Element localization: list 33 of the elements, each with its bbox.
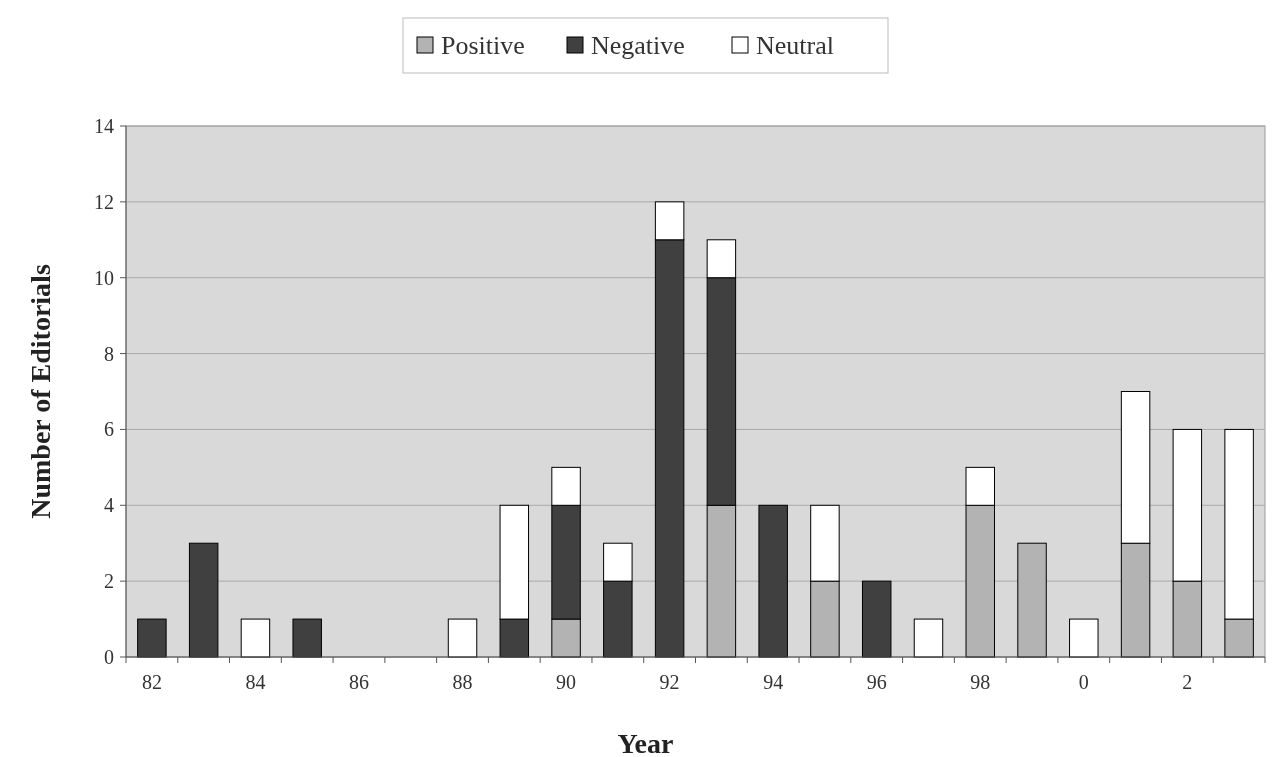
bar (292, 618, 322, 658)
y-tick-label: 4 (104, 494, 114, 517)
x-tick-label: 0 (1078, 671, 1089, 693)
y-tick-label: 12 (94, 190, 114, 213)
legend-label: Neutral (756, 31, 834, 61)
x-tick-label: 86 (348, 671, 369, 693)
bar (913, 618, 944, 658)
bar (240, 618, 271, 658)
legend-label: Positive (441, 31, 525, 61)
bar (447, 618, 478, 658)
x-tick-label: 96 (866, 671, 887, 693)
x-tick-label: 88 (452, 671, 473, 693)
x-tick-label: 82 (141, 671, 162, 693)
bar (861, 580, 892, 658)
bar (1069, 618, 1099, 658)
x-tick-label: 84 (245, 671, 266, 693)
x-tick-label: 98 (970, 671, 991, 693)
y-axis-title: Number of Editorials (25, 264, 56, 519)
y-tick-label: 2 (104, 570, 114, 593)
bar (137, 618, 167, 658)
y-tick-label: 14 (94, 115, 114, 137)
y-tick-label: 0 (104, 646, 114, 668)
legend-label: Negative (591, 31, 685, 61)
bar (188, 542, 219, 658)
x-tick-label: 94 (763, 671, 784, 693)
bar (758, 504, 788, 658)
x-tick-label: 2 (1182, 671, 1193, 693)
x-tick-label: 90 (556, 671, 577, 693)
y-tick-label: 8 (104, 342, 114, 365)
y-tick-label: 6 (104, 418, 114, 441)
x-axis-title: Year (617, 728, 674, 757)
y-tick-label: 10 (94, 266, 114, 289)
x-tick-label: 92 (659, 671, 680, 693)
